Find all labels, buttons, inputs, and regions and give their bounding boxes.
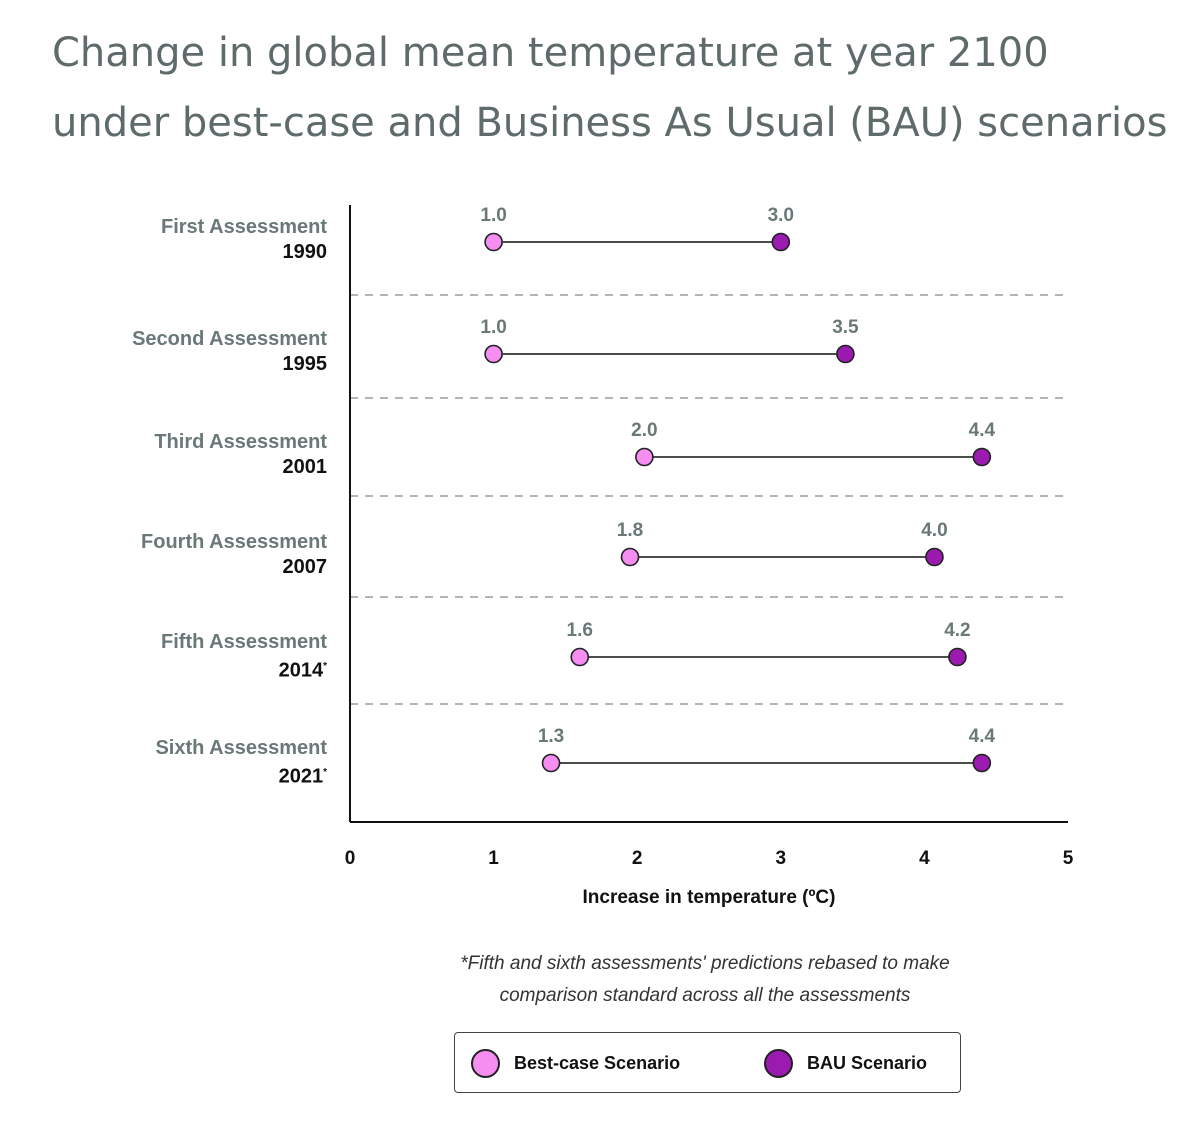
row-label-5: Fifth Assessment 2014* [7, 629, 327, 683]
row-label-6: Sixth Assessment 2021* [7, 735, 327, 789]
legend-item-bau: BAU Scenario [764, 1033, 927, 1094]
legend: Best-case Scenario BAU Scenario [454, 1032, 961, 1093]
best-case-value-label-5: 1.6 [567, 620, 593, 641]
x-axis-title: Increase in temperature (ºC) [583, 887, 836, 908]
assessment-name: Fourth Assessment [141, 531, 327, 553]
best-case-point-4 [620, 547, 640, 567]
x-tick-label-5: 5 [1063, 848, 1074, 869]
bau-value-label-1: 3.0 [768, 205, 794, 226]
x-tick-label-0: 0 [345, 848, 356, 869]
best-case-value-label-2: 1.0 [480, 317, 506, 338]
legend-bau-label: BAU Scenario [807, 1053, 928, 1073]
bau-value-label-6: 4.4 [969, 726, 996, 747]
assessment-name: First Assessment [161, 216, 327, 238]
bau-point-5 [948, 647, 967, 667]
legend-bau-marker [764, 1049, 793, 1078]
row-label-1: First Assessment 1990 [7, 214, 327, 264]
chart-title: Change in global mean temperature at yea… [52, 18, 1172, 158]
assessment-year: 1995 [282, 353, 328, 375]
bau-value-label-2: 3.5 [832, 317, 859, 338]
legend-item-best-case: Best-case Scenario [471, 1033, 680, 1094]
dumbbell-chart: 0 1 2 3 4 5 Increase in temperature (ºC) 1.0 3.0… [345, 205, 1074, 908]
assessment-year: 2021* [278, 765, 327, 788]
best-case-point-2 [484, 344, 503, 364]
assessment-name: Second Assessment [132, 328, 327, 350]
x-tick-label-4: 4 [919, 848, 930, 869]
footnote-line2: comparison standard across all the asses… [499, 985, 911, 1006]
assessment-year: 1990 [282, 241, 328, 263]
assessment-name: Sixth Assessment [155, 737, 327, 759]
footnote-marker: * [323, 767, 327, 778]
best-case-point-3 [635, 447, 654, 467]
bau-point-6 [972, 753, 992, 773]
row-label-4: Fourth Assessment 2007 [7, 529, 327, 579]
assessment-name: Fifth Assessment [161, 631, 327, 653]
best-case-point-6 [541, 753, 561, 773]
footnote: *Fifth and sixth assessments' prediction… [420, 948, 990, 1012]
best-case-point-5 [570, 647, 590, 667]
bau-point-3 [972, 447, 992, 467]
bau-value-label-4: 4.0 [921, 520, 947, 541]
x-tick-label-2: 2 [632, 848, 643, 869]
chart-title-line1: Change in global mean temperature at yea… [52, 30, 1049, 76]
bau-value-label-3: 4.4 [969, 420, 996, 441]
x-tick-label-3: 3 [776, 848, 787, 869]
assessment-name: Third Assessment [154, 431, 327, 453]
legend-best-case-label: Best-case Scenario [514, 1053, 681, 1073]
assessment-year: 2001 [282, 456, 328, 478]
assessment-year: 2007 [282, 556, 328, 578]
row-label-3: Third Assessment 2001 [7, 429, 327, 479]
best-case-value-label-6: 1.3 [538, 726, 564, 747]
best-case-point-1 [484, 232, 503, 252]
footnote-line1: *Fifth and sixth assessments' prediction… [460, 953, 950, 974]
bau-point-4 [925, 547, 944, 567]
assessment-year: 2014* [278, 659, 327, 682]
row-label-2: Second Assessment 1995 [7, 326, 327, 376]
bau-point-1 [771, 232, 791, 252]
footnote-marker: * [323, 661, 327, 672]
bau-point-2 [836, 344, 855, 364]
bau-value-label-5: 4.2 [944, 620, 970, 641]
best-case-value-label-3: 2.0 [631, 420, 657, 441]
best-case-value-label-1: 1.0 [480, 205, 506, 226]
legend-best-case-marker [471, 1049, 500, 1078]
chart-title-line2: under best-case and Business As Usual (B… [52, 100, 1168, 146]
best-case-value-label-4: 1.8 [617, 520, 643, 541]
x-tick-label-1: 1 [488, 848, 499, 869]
